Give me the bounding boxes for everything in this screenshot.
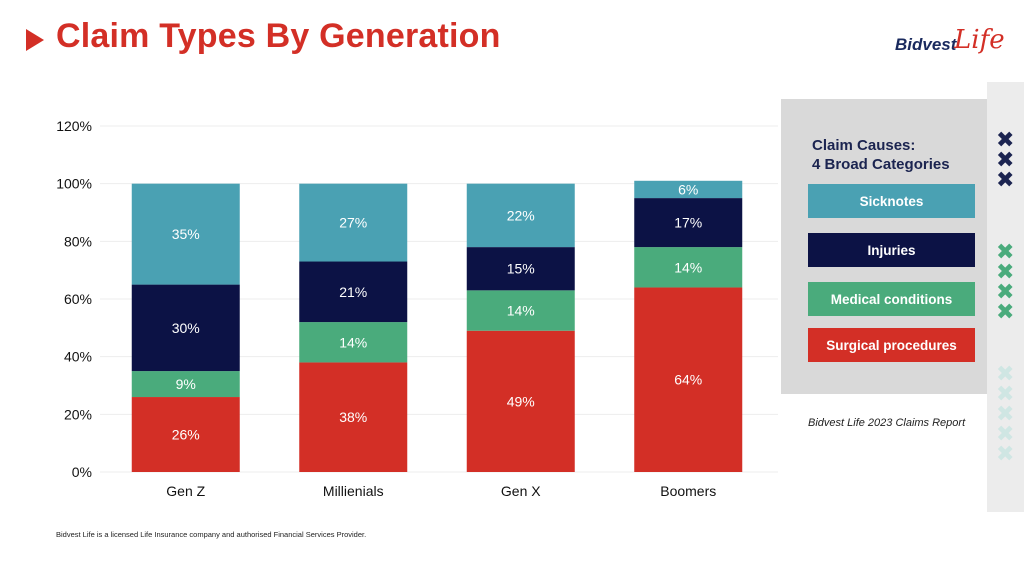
page-title: Claim Types By Generation: [56, 17, 501, 55]
bar-segment: [299, 322, 408, 363]
cross-icon: ✖: [996, 299, 1015, 324]
legend-item-sicknotes: Sicknotes: [808, 184, 975, 218]
title-arrow-icon: [26, 29, 44, 51]
bar-segment: [634, 247, 743, 288]
x-tick-label: Boomers: [660, 483, 716, 499]
legend-title-line-1: Claim Causes:: [812, 137, 916, 154]
bar-segment: [299, 362, 408, 472]
source-note: Bidvest Life 2023 Claims Report: [808, 417, 966, 429]
legend-item-medical-conditions: Medical conditions: [808, 282, 975, 316]
cross-icon: ✖: [996, 147, 1015, 172]
bar-segment: [299, 261, 408, 323]
cross-icon: ✖: [996, 381, 1015, 406]
logo-word-2: Life: [954, 25, 1005, 55]
cross-icon: ✖: [996, 259, 1015, 284]
bar-data-label: 49%: [507, 393, 535, 409]
x-tick-label: Gen Z: [166, 483, 205, 499]
logo-word-1: Bidvest: [895, 35, 957, 54]
bar-segment: [131, 284, 240, 372]
legend-title-line-2: 4 Broad Categories: [812, 156, 950, 173]
y-tick-label: 0%: [72, 464, 92, 480]
bar-data-label: 35%: [172, 226, 200, 242]
y-tick-label: 20%: [64, 406, 92, 422]
bar-segment: [131, 183, 240, 285]
y-tick-label: 40%: [64, 349, 92, 365]
bar-data-label: 21%: [339, 284, 367, 300]
bar-segment: [466, 330, 575, 472]
bar-data-label: 14%: [674, 259, 702, 275]
legend-item-surgical-procedures: Surgical procedures: [808, 328, 975, 362]
y-tick-label: 80%: [64, 233, 92, 249]
bar-segment: [634, 180, 743, 199]
legend-title: Claim Causes: 4 Broad Categories: [812, 136, 950, 174]
stacked-bar-chart: 0% 20% 40% 60% 80% 100% 120% 26% 9% 30% 35% Gen Z 38…: [56, 118, 778, 499]
decorative-side-strip: [987, 82, 1024, 512]
brand-logo: Bidvest Life: [892, 22, 1005, 66]
bar-data-label: 38%: [339, 409, 367, 425]
bar-data-label: 14%: [507, 303, 535, 319]
x-tick-label: Gen X: [501, 483, 541, 499]
bar-data-label: 64%: [674, 372, 702, 388]
bar-data-label: 22%: [507, 207, 535, 223]
bar-data-label: 30%: [172, 320, 200, 336]
bar-data-label: 26%: [172, 427, 200, 443]
cross-icon: ✖: [996, 279, 1015, 304]
bar-segment: [131, 397, 240, 472]
cross-icon: ✖: [996, 441, 1015, 466]
bar-data-label: 9%: [176, 376, 196, 392]
bar-data-label: 14%: [339, 334, 367, 350]
cross-icon: ✖: [996, 167, 1015, 192]
bar-segment: [466, 183, 575, 248]
cross-icon: ✖: [996, 239, 1015, 264]
cross-icon: ✖: [996, 401, 1015, 426]
cross-icon: ✖: [996, 127, 1015, 152]
bar-data-label: 6%: [678, 181, 698, 197]
bar-segment: [131, 371, 240, 398]
bar-data-label: 17%: [674, 215, 702, 231]
footer-disclaimer: Bidvest Life is a licensed Life Insuranc…: [56, 530, 367, 539]
bar-segment: [466, 290, 575, 331]
bar-segment: [634, 198, 743, 248]
bar-data-label: 15%: [507, 261, 535, 277]
cross-icon: ✖: [996, 421, 1015, 446]
x-tick-label: Millienials: [323, 483, 384, 499]
bar-data-label: 27%: [339, 215, 367, 231]
y-tick-label: 60%: [64, 291, 92, 307]
bar-segment: [466, 247, 575, 291]
bar-segment: [634, 287, 743, 472]
cross-icon: ✖: [996, 361, 1015, 386]
bar-segment: [299, 183, 408, 262]
legend-item-injuries: Injuries: [808, 233, 975, 267]
y-tick-label: 120%: [56, 118, 92, 134]
y-tick-label: 100%: [56, 176, 92, 192]
